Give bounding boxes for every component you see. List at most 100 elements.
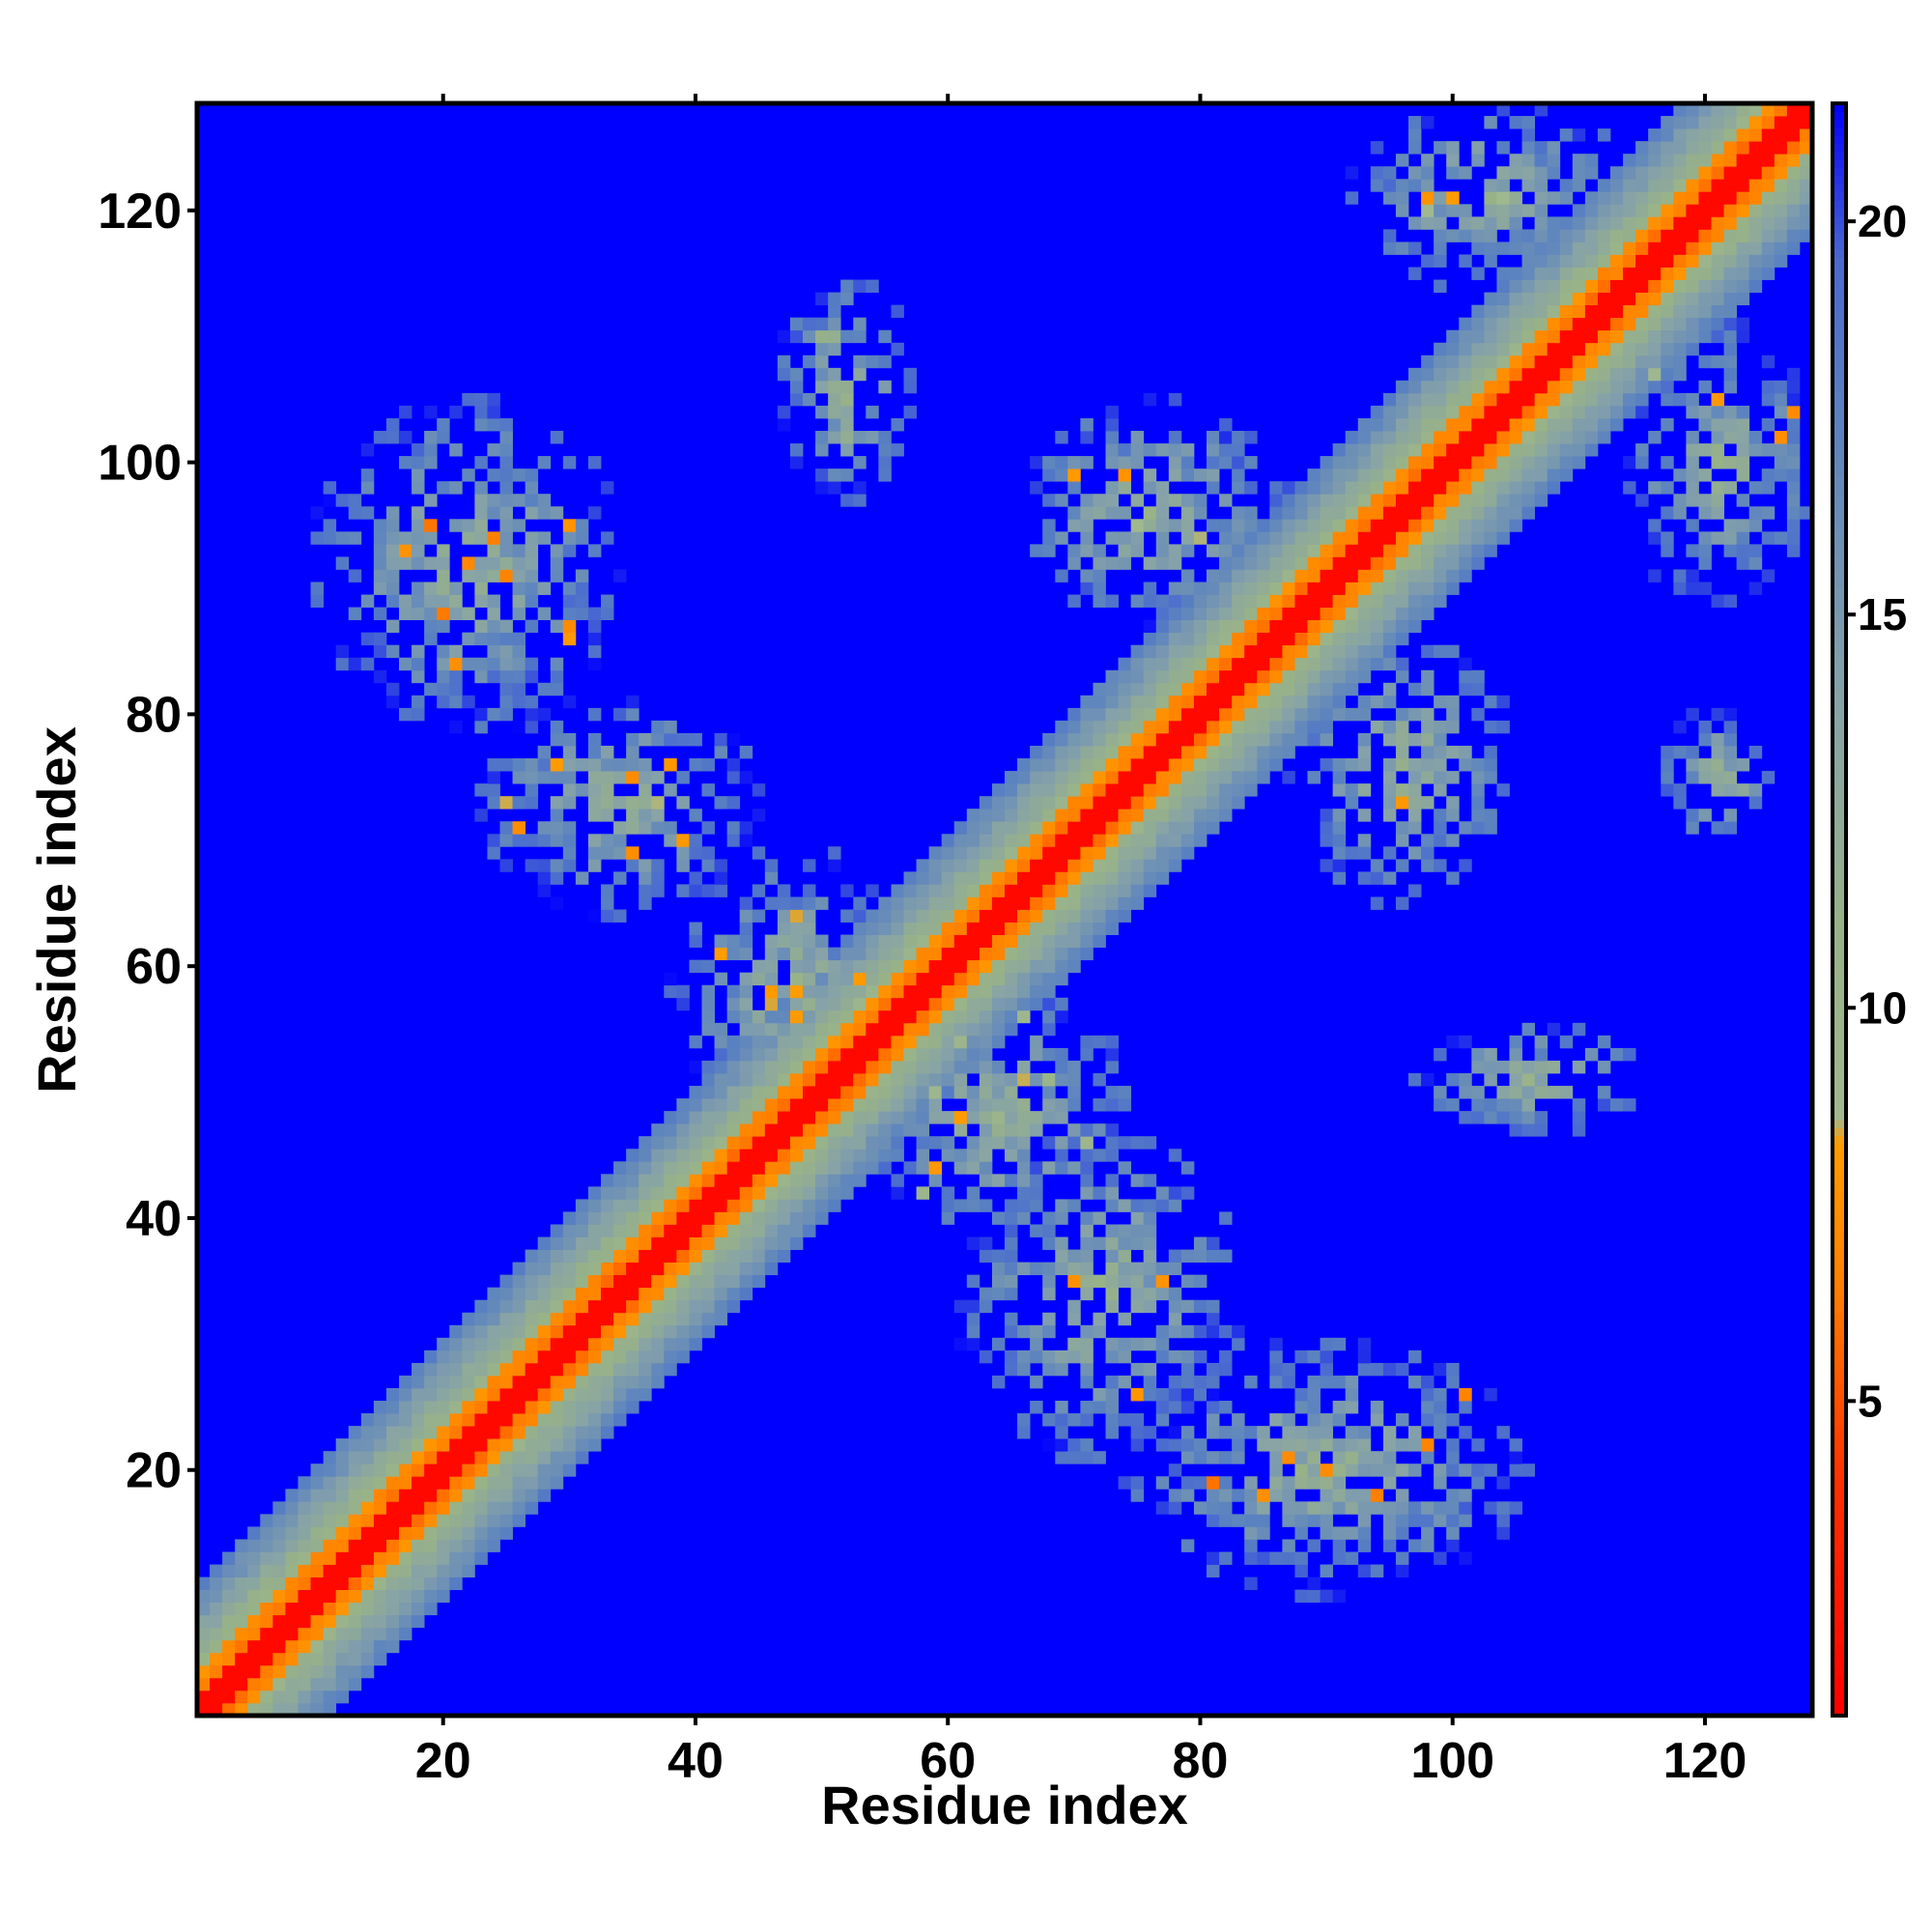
heatmap-cell — [664, 1174, 677, 1187]
heatmap-cell — [1648, 531, 1662, 545]
heatmap-cell — [1547, 1086, 1561, 1099]
heatmap-cell — [1395, 204, 1409, 217]
heatmap-cell — [1648, 216, 1662, 230]
heatmap-cell — [777, 1035, 791, 1049]
heatmap-cell — [587, 644, 602, 659]
heatmap-cell — [1130, 707, 1145, 722]
heatmap-cell — [815, 972, 829, 986]
heatmap-cell — [676, 1136, 690, 1150]
heatmap-cell — [1055, 1401, 1068, 1414]
heatmap-cell — [739, 922, 753, 935]
heatmap-cell — [587, 1324, 602, 1339]
heatmap-cell — [1307, 707, 1321, 722]
heatmap-cell — [815, 1174, 829, 1187]
heatmap-cell — [1118, 1337, 1132, 1351]
heatmap-cell — [1610, 267, 1624, 280]
heatmap-cell — [462, 519, 475, 532]
heatmap-cell — [1030, 544, 1043, 557]
heatmap-cell — [1434, 141, 1447, 155]
heatmap-cell — [1559, 179, 1574, 192]
heatmap-cell — [1257, 1501, 1270, 1515]
heatmap-cell — [437, 1413, 450, 1427]
heatmap-cell — [1080, 884, 1094, 897]
heatmap-cell — [714, 1287, 728, 1301]
heatmap-cell — [298, 1702, 311, 1717]
heatmap-cell — [562, 1463, 577, 1477]
heatmap-cell — [399, 1526, 412, 1540]
heatmap-cell — [1471, 682, 1485, 696]
heatmap-cell — [1786, 519, 1801, 532]
heatmap-cell — [928, 884, 943, 897]
heatmap-cell — [1219, 644, 1233, 659]
heatmap-cell — [1080, 456, 1094, 469]
heatmap-cell — [1736, 456, 1750, 469]
heatmap-cell — [1484, 380, 1497, 394]
heatmap-cell — [550, 1312, 564, 1326]
heatmap-cell — [1370, 1451, 1384, 1464]
heatmap-cell — [298, 1577, 311, 1591]
heatmap-cell — [789, 1022, 804, 1037]
heatmap-cell — [385, 431, 400, 444]
heatmap-cell — [1180, 1274, 1195, 1289]
heatmap-cell — [1320, 632, 1334, 646]
heatmap-cell — [437, 619, 450, 634]
heatmap-cell — [891, 1136, 904, 1150]
heatmap-cell — [866, 1060, 879, 1074]
heatmap-cell — [1180, 1299, 1195, 1314]
heatmap-cell — [1496, 141, 1510, 155]
heatmap-cell — [1193, 682, 1208, 696]
heatmap-cell — [1698, 204, 1712, 217]
heatmap-cell — [1168, 758, 1182, 772]
colorbar-segment — [1833, 941, 1846, 951]
heatmap-cell — [941, 997, 955, 1011]
heatmap-cell — [853, 1111, 867, 1124]
heatmap-cell — [1269, 1413, 1283, 1427]
heatmap-cell — [1509, 229, 1522, 242]
heatmap-cell — [1042, 1111, 1056, 1124]
heatmap-cell — [437, 556, 450, 570]
heatmap-cell — [1168, 695, 1182, 709]
heatmap-cell — [1382, 456, 1397, 469]
heatmap-cell — [1471, 216, 1485, 230]
heatmap-cell — [537, 682, 552, 696]
heatmap-cell — [1395, 417, 1409, 432]
heatmap-cell — [1357, 1362, 1372, 1377]
heatmap-cell — [512, 796, 526, 810]
heatmap-cell — [1017, 1350, 1031, 1364]
heatmap-cell — [1446, 367, 1460, 382]
heatmap-cell — [1597, 1035, 1611, 1049]
heatmap-cell — [1105, 821, 1119, 835]
heatmap-cell — [903, 997, 917, 1011]
heatmap-cell — [575, 1287, 589, 1301]
heatmap-cell — [1232, 506, 1245, 520]
heatmap-cell — [1661, 531, 1674, 545]
heatmap-cell — [664, 1186, 677, 1200]
heatmap-cell — [1118, 1274, 1132, 1289]
heatmap-cell — [1168, 669, 1182, 684]
heatmap-cell — [1143, 632, 1157, 646]
heatmap-cell — [789, 997, 804, 1011]
heatmap-cell — [1459, 1489, 1472, 1502]
heatmap-cell — [1320, 1337, 1334, 1351]
heatmap-cell — [587, 758, 602, 772]
heatmap-cell — [1320, 1501, 1334, 1515]
heatmap-cell — [1673, 216, 1687, 230]
heatmap-cell — [1168, 469, 1182, 482]
heatmap-cell — [878, 896, 892, 910]
heatmap-cell — [499, 506, 513, 520]
heatmap-cell — [298, 1476, 311, 1490]
heatmap-cell — [764, 947, 779, 961]
heatmap-cell — [1055, 997, 1068, 1011]
heatmap-cell — [1357, 569, 1372, 582]
heatmap-cell — [1093, 569, 1106, 582]
heatmap-cell — [1257, 582, 1270, 595]
heatmap-cell — [1459, 392, 1472, 407]
heatmap-cell — [1496, 1098, 1510, 1112]
heatmap-cell — [1623, 481, 1636, 495]
heatmap-cell — [1180, 544, 1195, 557]
heatmap-cell — [1105, 1199, 1119, 1212]
heatmap-cell — [1168, 1249, 1182, 1263]
heatmap-cell — [1345, 166, 1359, 180]
heatmap-cell — [1168, 796, 1182, 810]
heatmap-cell — [739, 834, 753, 847]
